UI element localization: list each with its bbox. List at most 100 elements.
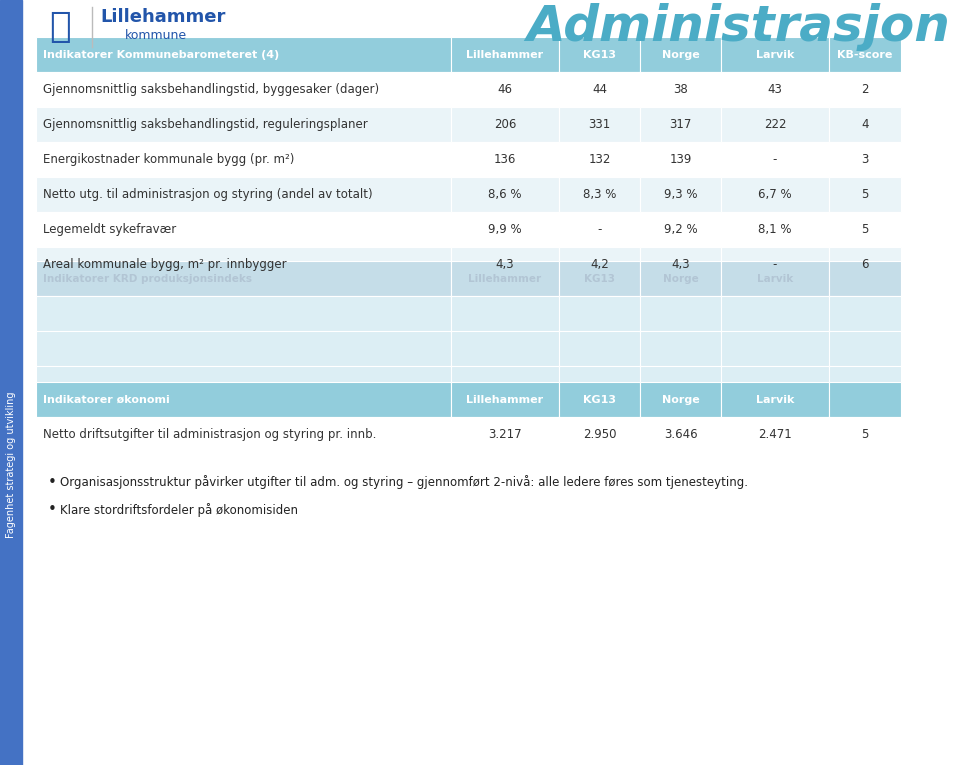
Bar: [559, 296, 640, 331]
Bar: [559, 72, 640, 107]
Text: 5: 5: [861, 188, 869, 201]
Bar: [721, 331, 829, 366]
Text: 2: 2: [861, 83, 869, 96]
Bar: [451, 107, 559, 142]
Bar: [451, 177, 559, 212]
Bar: [829, 417, 901, 452]
Bar: [721, 37, 829, 72]
Bar: [721, 417, 829, 452]
Text: 4,3: 4,3: [495, 258, 515, 271]
Text: Netto driftsutgifter til administrasjon og styring pr. innb.: Netto driftsutgifter til administrasjon …: [43, 428, 376, 441]
Text: Norge: Norge: [661, 50, 700, 60]
Bar: [451, 72, 559, 107]
Text: 3: 3: [861, 153, 869, 166]
Bar: [829, 37, 901, 72]
Text: 139: 139: [669, 153, 692, 166]
Bar: [36, 107, 451, 142]
Text: 4,2: 4,2: [590, 258, 609, 271]
Text: 8,6 %: 8,6 %: [489, 188, 521, 201]
Text: 317: 317: [669, 118, 692, 131]
Bar: [451, 37, 559, 72]
Text: 132: 132: [588, 153, 611, 166]
Bar: [36, 37, 451, 72]
Bar: [640, 72, 721, 107]
Bar: [36, 72, 451, 107]
Bar: [36, 212, 451, 247]
Text: •: •: [48, 503, 57, 517]
Bar: [36, 366, 451, 401]
Text: Lillehammer: Lillehammer: [468, 274, 541, 284]
Bar: [36, 261, 451, 296]
Text: -: -: [597, 223, 602, 236]
Bar: [721, 366, 829, 401]
Text: Legemeldt sykefravær: Legemeldt sykefravær: [43, 223, 177, 236]
Bar: [721, 177, 829, 212]
Bar: [36, 247, 451, 282]
Bar: [640, 142, 721, 177]
Text: 9,3 %: 9,3 %: [663, 188, 697, 201]
Bar: [721, 212, 829, 247]
Text: Organisasjonsstruktur påvirker utgifter til adm. og styring – gjennomført 2-nivå: Organisasjonsstruktur påvirker utgifter …: [60, 475, 748, 489]
Bar: [829, 72, 901, 107]
Text: Fagenhet strategi og utvikling: Fagenhet strategi og utvikling: [6, 392, 16, 539]
Text: Larvik: Larvik: [756, 50, 794, 60]
Text: 5: 5: [861, 223, 869, 236]
Bar: [36, 142, 451, 177]
Bar: [640, 37, 721, 72]
Bar: [36, 382, 451, 417]
Bar: [829, 331, 901, 366]
Text: 206: 206: [493, 118, 516, 131]
Bar: [640, 107, 721, 142]
Text: 2.950: 2.950: [583, 428, 616, 441]
Text: Netto utg. til administrasjon og styring (andel av totalt): Netto utg. til administrasjon og styring…: [43, 188, 372, 201]
Text: KG13: KG13: [583, 50, 616, 60]
Bar: [559, 382, 640, 417]
Bar: [451, 142, 559, 177]
Text: 6,7 %: 6,7 %: [758, 188, 792, 201]
Bar: [721, 247, 829, 282]
Text: Lillehammer: Lillehammer: [467, 395, 543, 405]
Bar: [451, 417, 559, 452]
Text: Lillehammer: Lillehammer: [100, 8, 226, 26]
Text: Administrasjon: Administrasjon: [526, 3, 950, 51]
Bar: [559, 247, 640, 282]
Bar: [829, 366, 901, 401]
Text: 8,1 %: 8,1 %: [758, 223, 792, 236]
Text: KB-score: KB-score: [837, 50, 893, 60]
Bar: [640, 261, 721, 296]
Bar: [36, 296, 451, 331]
Bar: [721, 107, 829, 142]
Text: 4,3: 4,3: [671, 258, 690, 271]
Bar: [640, 417, 721, 452]
Text: 5: 5: [861, 428, 869, 441]
Bar: [640, 382, 721, 417]
Text: •: •: [48, 474, 57, 490]
Text: -: -: [773, 258, 778, 271]
Text: 4: 4: [861, 118, 869, 131]
Text: 9,2 %: 9,2 %: [663, 223, 697, 236]
Bar: [559, 177, 640, 212]
Bar: [829, 382, 901, 417]
Bar: [451, 247, 559, 282]
Bar: [829, 177, 901, 212]
Text: 2.471: 2.471: [758, 428, 792, 441]
Bar: [451, 366, 559, 401]
Text: kommune: kommune: [125, 28, 187, 41]
Bar: [559, 331, 640, 366]
Text: Klare stordriftsfordeler på økonomisiden: Klare stordriftsfordeler på økonomisiden: [60, 503, 298, 517]
Text: -: -: [773, 153, 778, 166]
Bar: [559, 142, 640, 177]
Bar: [721, 296, 829, 331]
Bar: [451, 331, 559, 366]
Bar: [721, 72, 829, 107]
Text: 331: 331: [588, 118, 611, 131]
Bar: [721, 142, 829, 177]
Text: 136: 136: [493, 153, 516, 166]
Bar: [559, 212, 640, 247]
Bar: [829, 212, 901, 247]
Bar: [640, 296, 721, 331]
Text: 3.646: 3.646: [663, 428, 697, 441]
Bar: [36, 331, 451, 366]
Text: Gjennomsnittlig saksbehandlingstid, reguleringsplaner: Gjennomsnittlig saksbehandlingstid, regu…: [43, 118, 368, 131]
Bar: [36, 177, 451, 212]
